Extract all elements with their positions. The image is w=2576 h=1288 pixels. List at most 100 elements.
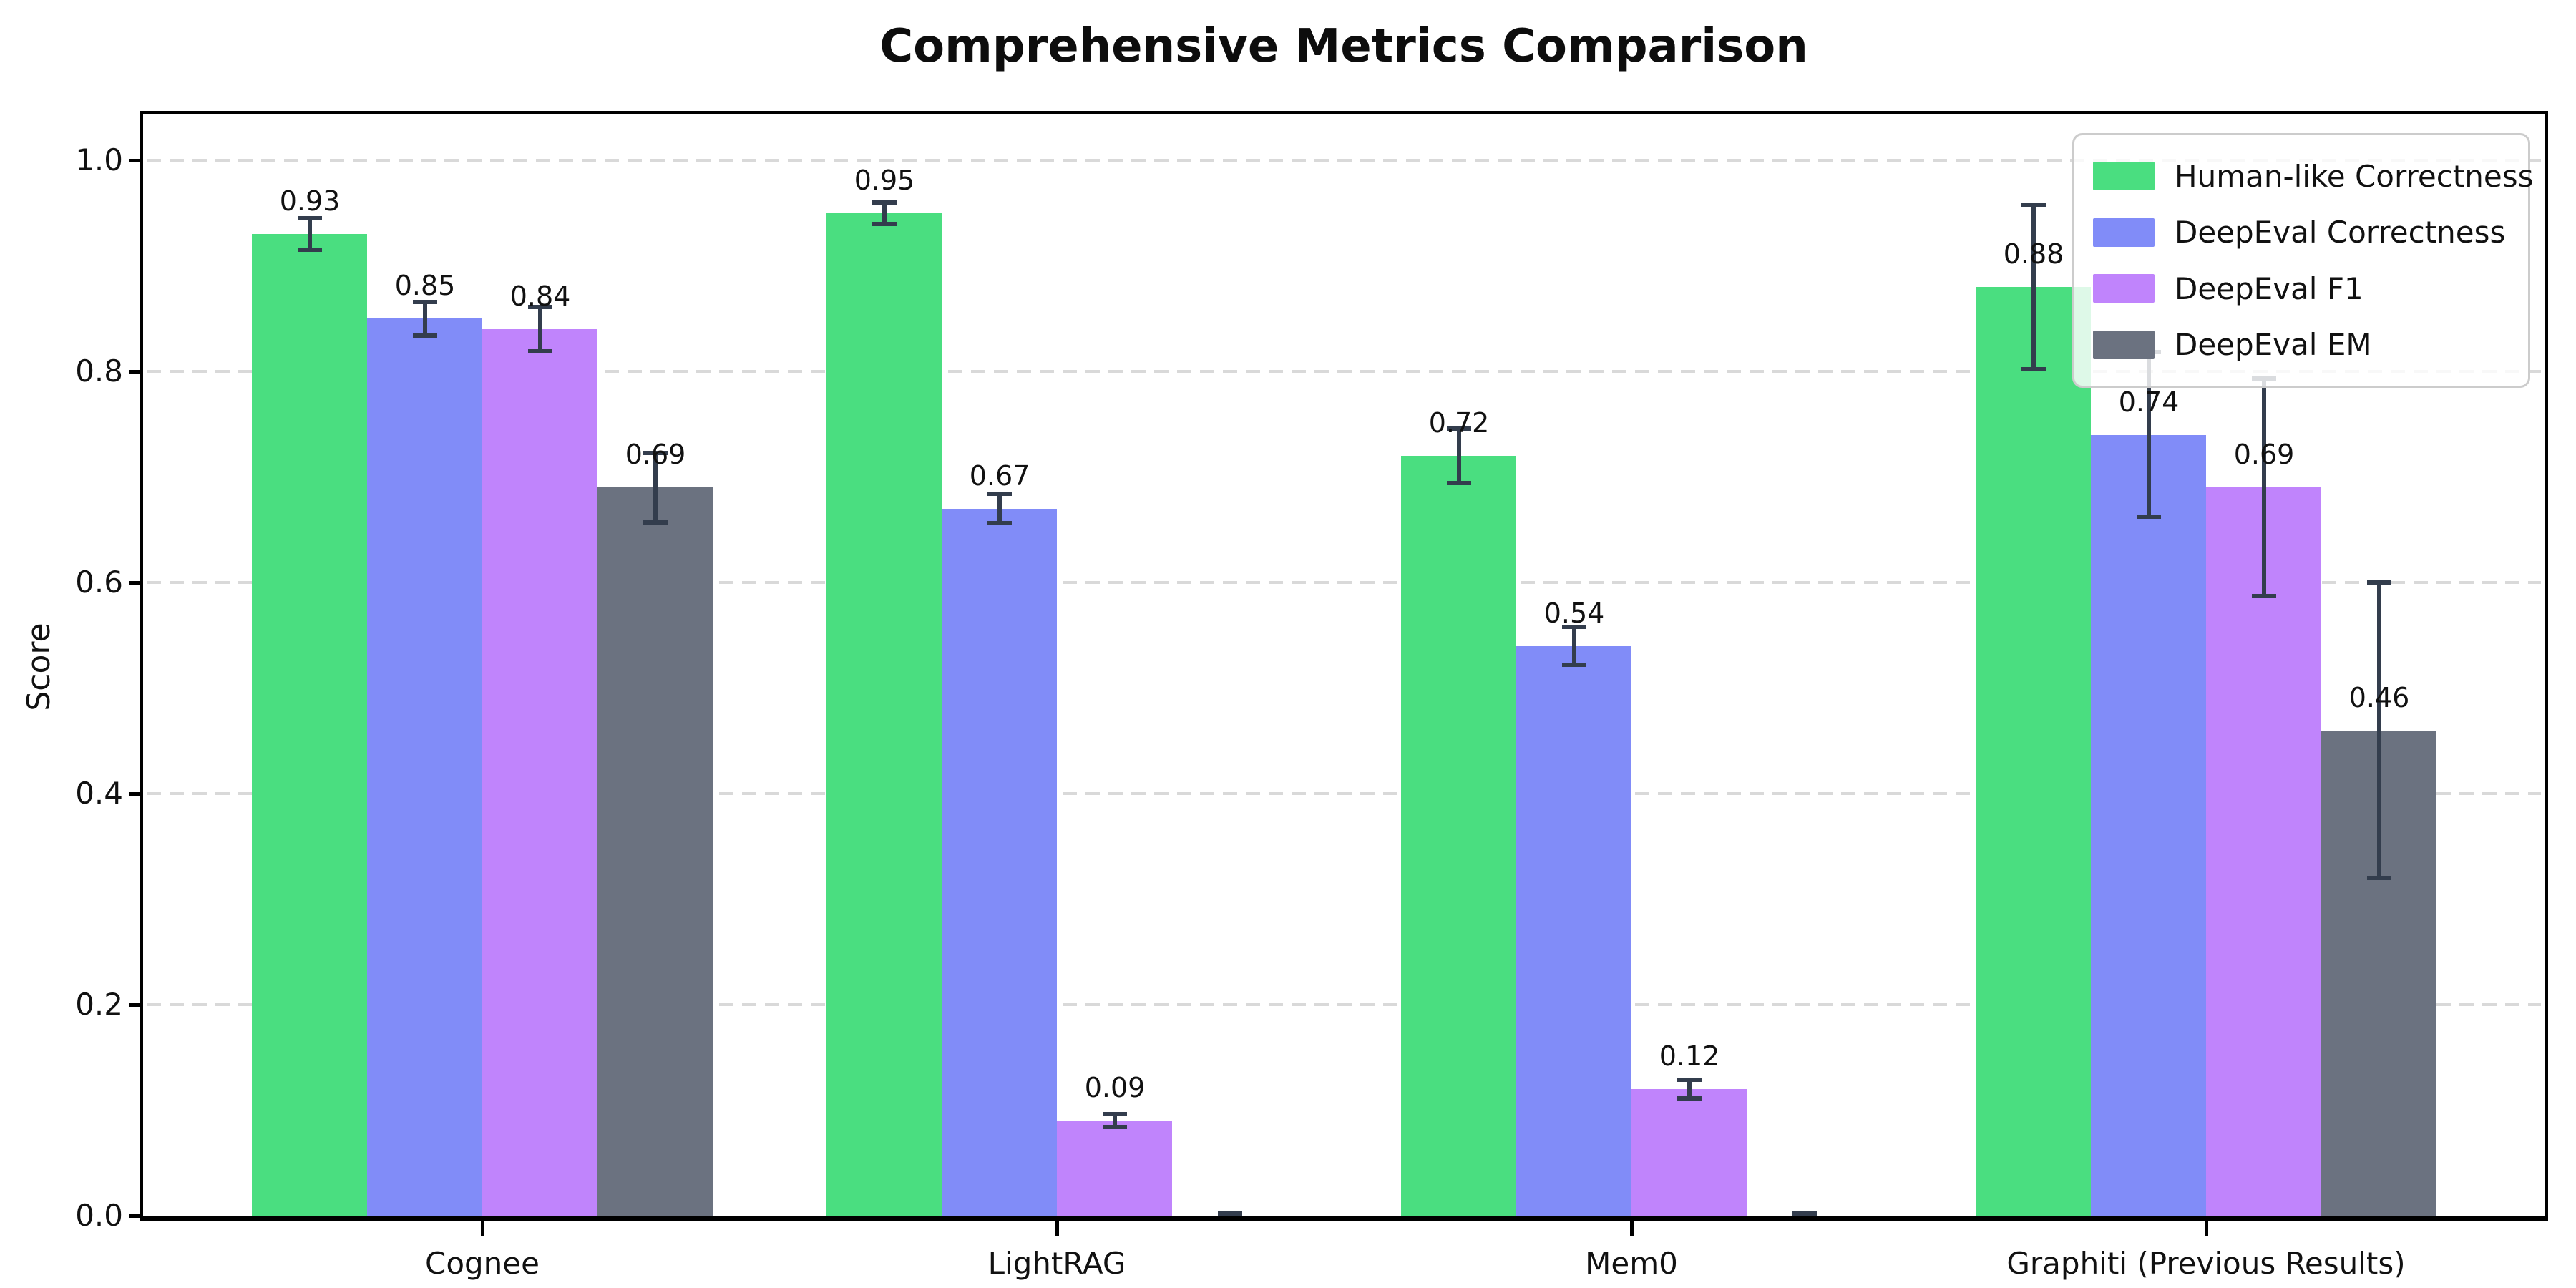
- bar-value-label: 0.12: [1659, 1040, 1720, 1072]
- y-tick-label-0.8: 0.8: [75, 353, 123, 389]
- bar-deepeval-em-0: [597, 487, 713, 1216]
- chart-title: Comprehensive Metrics Comparison: [879, 20, 1808, 73]
- error-line: [1457, 429, 1461, 484]
- x-tick-label-0: Cognee: [425, 1246, 540, 1281]
- left-spine: [140, 114, 143, 1220]
- error-line: [882, 203, 887, 224]
- bar-value-label: 0.69: [2233, 439, 2295, 470]
- error-line: [2147, 352, 2151, 517]
- x-tick-label-1: LightRAG: [987, 1246, 1126, 1281]
- error-line: [1687, 1080, 1692, 1099]
- legend-label: DeepEval EM: [2175, 327, 2372, 363]
- error-cap-top: [528, 305, 552, 309]
- legend-swatch-icon: [2093, 330, 2155, 359]
- x-tickmark-3: [2205, 1221, 2208, 1236]
- error-cap-top: [1677, 1078, 1702, 1082]
- error-line: [2031, 205, 2036, 369]
- bar-value-label: 0.74: [2118, 386, 2180, 418]
- y-tick-label-0.6: 0.6: [75, 565, 123, 600]
- bar-value-label: 0.67: [969, 460, 1030, 492]
- legend-item-3: DeepEval EM: [2093, 327, 2509, 362]
- error-line: [538, 307, 542, 351]
- legend-label: DeepEval Correctness: [2175, 215, 2506, 250]
- y-tickmark-0.4: [129, 792, 143, 796]
- y-tickmark-0.6: [129, 581, 143, 585]
- error-cap-top: [1562, 625, 1586, 629]
- error-cap-top: [2021, 203, 2046, 207]
- error-cap-bottom: [413, 333, 437, 338]
- error-cap-bottom: [2021, 367, 2046, 371]
- bar-deepeval-correctness-2: [1516, 646, 1631, 1216]
- bar-value-label: 0.84: [509, 280, 571, 312]
- bar-deepeval-correctness-0: [367, 318, 482, 1216]
- bar-value-label: 0.85: [394, 270, 456, 301]
- right-spine: [2545, 114, 2548, 1220]
- error-cap-top: [987, 492, 1012, 496]
- y-tick-label-0.4: 0.4: [75, 776, 123, 811]
- bar-value-label: 0.09: [1084, 1072, 1146, 1103]
- bar-human-like-correctness-1: [826, 213, 942, 1216]
- error-cap-bottom: [2367, 876, 2391, 880]
- x-tick-label-2: Mem0: [1585, 1246, 1678, 1281]
- error-cap-top: [2367, 580, 2391, 585]
- bar-deepeval-f1-1: [1057, 1121, 1172, 1216]
- bar-deepeval-correctness-1: [942, 509, 1057, 1216]
- bar-human-like-correctness-3: [1976, 287, 2091, 1216]
- x-tickmark-2: [1630, 1221, 1634, 1236]
- legend: Human-like Correctness DeepEval Correctne…: [2072, 133, 2534, 388]
- bar-value-label: 0.72: [1428, 407, 1490, 439]
- legend-swatch-icon: [2093, 162, 2155, 191]
- bar-deepeval-correctness-3: [2091, 435, 2206, 1216]
- error-cap-top: [872, 200, 897, 205]
- error-cap-top: [1792, 1211, 1817, 1215]
- bar-human-like-correctness-2: [1401, 456, 1516, 1216]
- error-line: [1113, 1114, 1117, 1127]
- error-line: [2262, 379, 2266, 596]
- legend-label: Human-like Correctness: [2175, 158, 2534, 194]
- y-tickmark-1.0: [129, 159, 143, 162]
- legend-label: DeepEval F1: [2175, 270, 2363, 306]
- gridline-0.4: [147, 792, 2541, 795]
- bar-value-label: 0.54: [1543, 597, 1605, 629]
- error-cap-top: [1447, 426, 1471, 431]
- y-tickmark-0.8: [129, 370, 143, 374]
- gridline-1: [147, 159, 2541, 162]
- gridline-0.8: [147, 370, 2541, 373]
- y-tick-label-1.0: 1.0: [75, 142, 123, 177]
- error-line: [2377, 582, 2381, 878]
- error-cap-bottom: [987, 521, 1012, 525]
- error-line: [1572, 627, 1576, 665]
- error-cap-bottom: [2252, 594, 2276, 598]
- y-axis-label: Score: [21, 623, 57, 711]
- gridline-0.6: [147, 581, 2541, 584]
- legend-item-0: Human-like Correctness: [2093, 159, 2534, 194]
- error-cap-bottom: [1677, 1096, 1702, 1101]
- error-line: [997, 494, 1002, 523]
- bar-value-label: 0.95: [854, 165, 915, 196]
- bar-value-label: 0.93: [279, 185, 341, 217]
- legend-swatch-icon: [2093, 218, 2155, 247]
- y-tick-label-0.2: 0.2: [75, 987, 123, 1022]
- error-cap-bottom: [1562, 663, 1586, 667]
- bar-deepeval-f1-0: [482, 329, 597, 1216]
- error-cap-top: [298, 216, 322, 220]
- bar-value-label: 0.69: [625, 439, 686, 470]
- y-tick-label-0.0: 0.0: [75, 1198, 123, 1233]
- error-line: [423, 302, 427, 336]
- error-cap-bottom: [298, 248, 322, 252]
- error-cap-top: [1103, 1112, 1127, 1116]
- error-cap-bottom: [2137, 515, 2161, 519]
- error-cap-bottom: [643, 520, 668, 525]
- bar-value-label: 0.88: [2003, 238, 2064, 270]
- error-cap-bottom: [1103, 1125, 1127, 1129]
- bar-deepeval-f1-2: [1631, 1089, 1747, 1216]
- error-cap-bottom: [872, 222, 897, 226]
- error-cap-bottom: [1447, 481, 1471, 485]
- error-cap-top: [643, 451, 668, 455]
- error-cap-top: [413, 300, 437, 304]
- y-tickmark-0.2: [129, 1003, 143, 1007]
- x-tick-label-3: Graphiti (Previous Results): [2006, 1246, 2406, 1281]
- legend-item-1: DeepEval Correctness: [2093, 215, 2509, 250]
- gridline-0.2: [147, 1003, 2541, 1006]
